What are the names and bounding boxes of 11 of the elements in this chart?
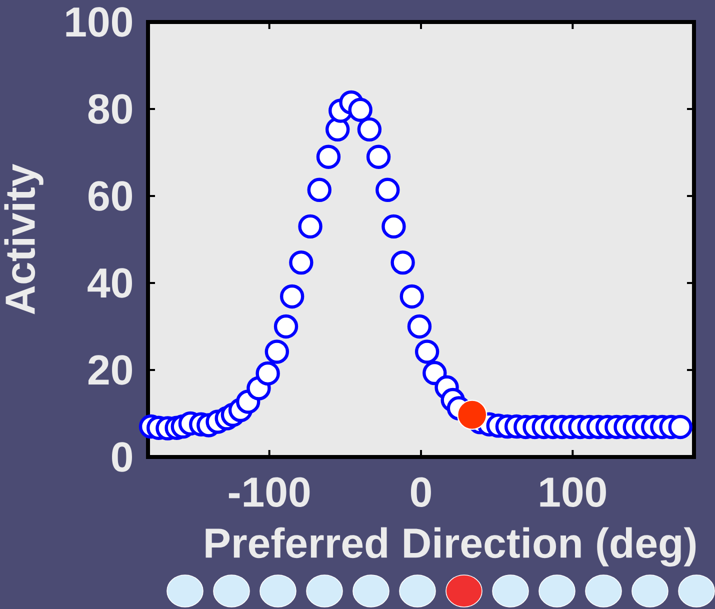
y-tick-label: 40 [88,268,132,298]
x-tick-label: -100 [228,477,310,507]
y-tick-label: 60 [88,181,132,211]
x-tick-label: 0 [410,477,431,507]
x-axis-title: Preferred Direction (deg) [206,527,696,567]
y-tick-label: 0 [112,442,132,472]
y-tick-label: 20 [88,355,132,385]
y-axis-title: Activity [4,164,44,314]
y-tick-label: 100 [66,7,132,37]
x-tick-label: 100 [540,477,606,507]
y-tick-label: 80 [88,94,132,124]
